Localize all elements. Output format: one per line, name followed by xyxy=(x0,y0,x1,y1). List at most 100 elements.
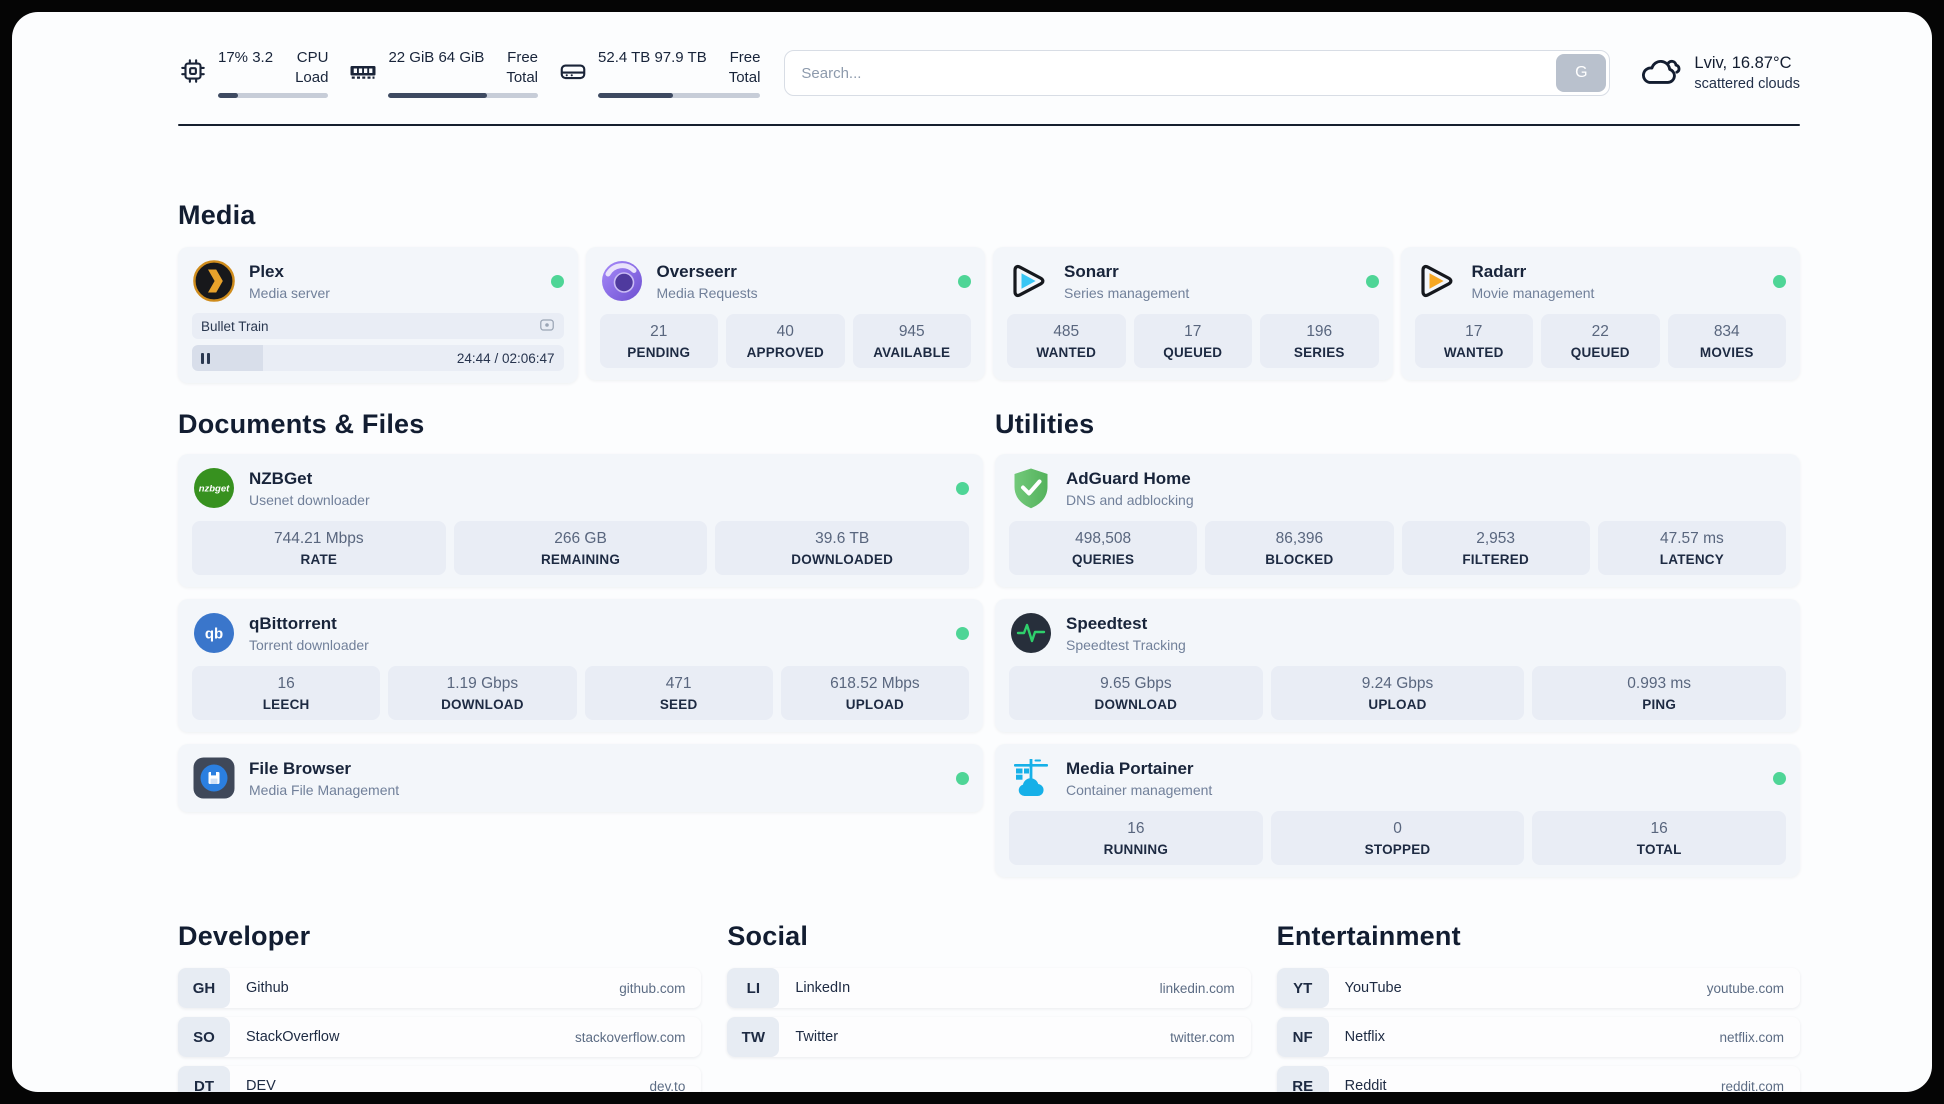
cpu-load-value: 3.2 xyxy=(252,49,274,67)
ram-total-label: Total xyxy=(506,69,539,86)
bookmark-name: LinkedIn xyxy=(795,980,851,996)
media-card-row: Plex Media server Bullet Train xyxy=(178,247,1800,383)
status-online-dot xyxy=(956,771,969,785)
bookmark-domain: github.com xyxy=(619,980,686,996)
cpu-load-label: Load xyxy=(295,69,329,86)
app-name: Plex xyxy=(249,261,284,281)
filebrowser-icon xyxy=(192,756,236,800)
cpu-usage-value: 17% xyxy=(218,49,249,67)
app-name: AdGuard Home xyxy=(1066,468,1191,488)
stat-wanted: 485 WANTED xyxy=(1007,314,1126,368)
cloud-icon xyxy=(1636,51,1682,96)
section-title-documents: Documents & Files xyxy=(178,409,425,439)
ram-free-label: Free xyxy=(507,49,539,67)
bookmark-name: Github xyxy=(246,980,289,996)
disk-free-value: 52.4 TB xyxy=(598,49,651,67)
bookmark-domain: dev.to xyxy=(649,1078,686,1093)
weather-condition: scattered clouds xyxy=(1694,76,1800,92)
stat-queries: 498,508 QUERIES xyxy=(1009,521,1198,575)
app-name: Media Portainer xyxy=(1066,758,1194,778)
search-bar: G xyxy=(784,50,1611,96)
stat-rate: 744.21 Mbps RATE xyxy=(192,521,446,575)
bookmarks-social: Social LI LinkedIn linkedin.com TW Twitt… xyxy=(727,921,1251,1066)
search-input[interactable] xyxy=(784,50,1611,96)
stat-filtered: 2,953 FILTERED xyxy=(1401,521,1590,575)
app-name: Radarr xyxy=(1471,261,1527,281)
bookmark-abbr: GH xyxy=(178,968,230,1008)
app-card-plex[interactable]: Plex Media server Bullet Train xyxy=(178,247,578,383)
app-subtitle: Usenet downloader xyxy=(249,491,370,508)
app-card-portainer[interactable]: Media Portainer Container management 16 R… xyxy=(995,744,1800,877)
bookmark-name: YouTube xyxy=(1344,980,1402,996)
app-subtitle: Container management xyxy=(1066,781,1213,798)
status-online-dot xyxy=(956,481,969,495)
bookmark-github[interactable]: GH Github github.com xyxy=(178,968,702,1008)
section-title-developer: Developer xyxy=(178,921,311,951)
status-online-dot xyxy=(550,274,564,288)
stat-wanted: 17 WANTED xyxy=(1414,314,1533,368)
app-subtitle: Media server xyxy=(249,284,330,301)
stat-upload: 9.24 Gbps UPLOAD xyxy=(1270,666,1525,720)
speedtest-icon xyxy=(1009,611,1053,655)
stat-pending: 21 PENDING xyxy=(599,314,718,368)
section-title-media: Media xyxy=(178,200,256,230)
bookmark-abbr: LI xyxy=(727,968,780,1008)
disk-usage-widget: 52.4 TB 97.9 TB Free Total xyxy=(558,48,761,98)
app-subtitle: Speedtest Tracking xyxy=(1066,636,1186,653)
app-card-sonarr[interactable]: Sonarr Series management 485 WANTED 17 QUE… xyxy=(993,247,1393,380)
nzbget-icon: nzbget xyxy=(192,466,236,510)
bookmark-abbr: SO xyxy=(178,1017,230,1057)
stat-ping: 0.993 ms PING xyxy=(1532,666,1787,720)
bookmark-domain: reddit.com xyxy=(1720,1078,1784,1093)
bookmark-netflix[interactable]: NF Netflix netflix.com xyxy=(1276,1017,1800,1057)
stat-approved: 40 APPROVED xyxy=(726,314,845,368)
svg-text:qb: qb xyxy=(205,626,223,643)
cpu-progress-bar xyxy=(218,92,329,98)
search-engine-button[interactable]: G xyxy=(1556,54,1607,92)
section-title-utilities: Utilities xyxy=(995,409,1095,439)
sonarr-icon xyxy=(1007,259,1051,303)
bookmark-youtube[interactable]: YT YouTube youtube.com xyxy=(1276,968,1800,1008)
app-subtitle: DNS and adblocking xyxy=(1066,491,1194,508)
app-card-radarr[interactable]: Radarr Movie management 17 WANTED 22 QUEUE… xyxy=(1400,247,1800,380)
app-card-qbittorrent[interactable]: qb qBittorrent Torrent downloader 16 LEEC… xyxy=(178,599,983,732)
documents-column: Documents & Files nzbget NZBGet Usenet d… xyxy=(178,409,983,812)
app-card-adguard[interactable]: AdGuard Home DNS and adblocking 498,508 Q… xyxy=(995,454,1800,587)
app-card-filebrowser[interactable]: File Browser Media File Management xyxy=(178,744,983,812)
disk-icon xyxy=(558,56,588,91)
bookmarks-entertainment: Entertainment YT YouTube youtube.com NF … xyxy=(1276,921,1800,1093)
app-name: Overseerr xyxy=(656,261,737,281)
stat-remaining: 266 GB REMAINING xyxy=(453,521,708,575)
pause-icon[interactable] xyxy=(201,352,210,364)
system-stats: 17% 3.2 CPU Load xyxy=(178,48,761,98)
ram-progress-bar xyxy=(388,92,539,98)
bookmark-domain: twitter.com xyxy=(1170,1029,1235,1045)
stat-total: 16 TOTAL xyxy=(1532,811,1787,865)
bookmark-name: DEV xyxy=(246,1078,276,1092)
stat-download: 9.65 Gbps DOWNLOAD xyxy=(1009,666,1263,720)
ram-usage-widget: 22 GiB 64 GiB Free Total xyxy=(348,48,539,98)
bookmark-twitter[interactable]: TW Twitter twitter.com xyxy=(727,1017,1251,1057)
cpu-label: CPU xyxy=(296,49,329,67)
stat-download: 1.19 Gbps DOWNLOAD xyxy=(388,666,577,720)
bookmark-name: StackOverflow xyxy=(246,1029,340,1045)
bookmark-stackoverflow[interactable]: SO StackOverflow stackoverflow.com xyxy=(178,1017,702,1057)
app-subtitle: Movie management xyxy=(1471,284,1595,301)
app-card-overseerr[interactable]: Overseerr Media Requests 21 PENDING 40 APP… xyxy=(585,247,985,380)
status-online-dot xyxy=(958,274,971,288)
stat-blocked: 86,396 BLOCKED xyxy=(1205,521,1394,575)
cast-icon[interactable] xyxy=(539,318,555,335)
app-name: NZBGet xyxy=(249,468,313,488)
app-subtitle: Series management xyxy=(1064,284,1190,301)
app-card-speedtest[interactable]: Speedtest Speedtest Tracking 9.65 Gbps DO… xyxy=(995,599,1800,732)
bookmark-dev[interactable]: DT DEV dev.to xyxy=(178,1066,702,1093)
portainer-icon xyxy=(1009,756,1053,800)
bookmark-reddit[interactable]: RE Reddit reddit.com xyxy=(1276,1066,1800,1093)
bookmark-domain: youtube.com xyxy=(1706,980,1784,996)
now-playing-title: Bullet Train xyxy=(201,318,269,334)
status-online-dot xyxy=(956,626,969,640)
bookmark-linkedin[interactable]: LI LinkedIn linkedin.com xyxy=(727,968,1251,1008)
dashboard-page: 17% 3.2 CPU Load xyxy=(12,12,1932,1092)
playback-time: 24:44 / 02:06:47 xyxy=(456,350,555,366)
app-card-nzbget[interactable]: nzbget NZBGet Usenet downloader 744.21 M… xyxy=(178,454,983,587)
